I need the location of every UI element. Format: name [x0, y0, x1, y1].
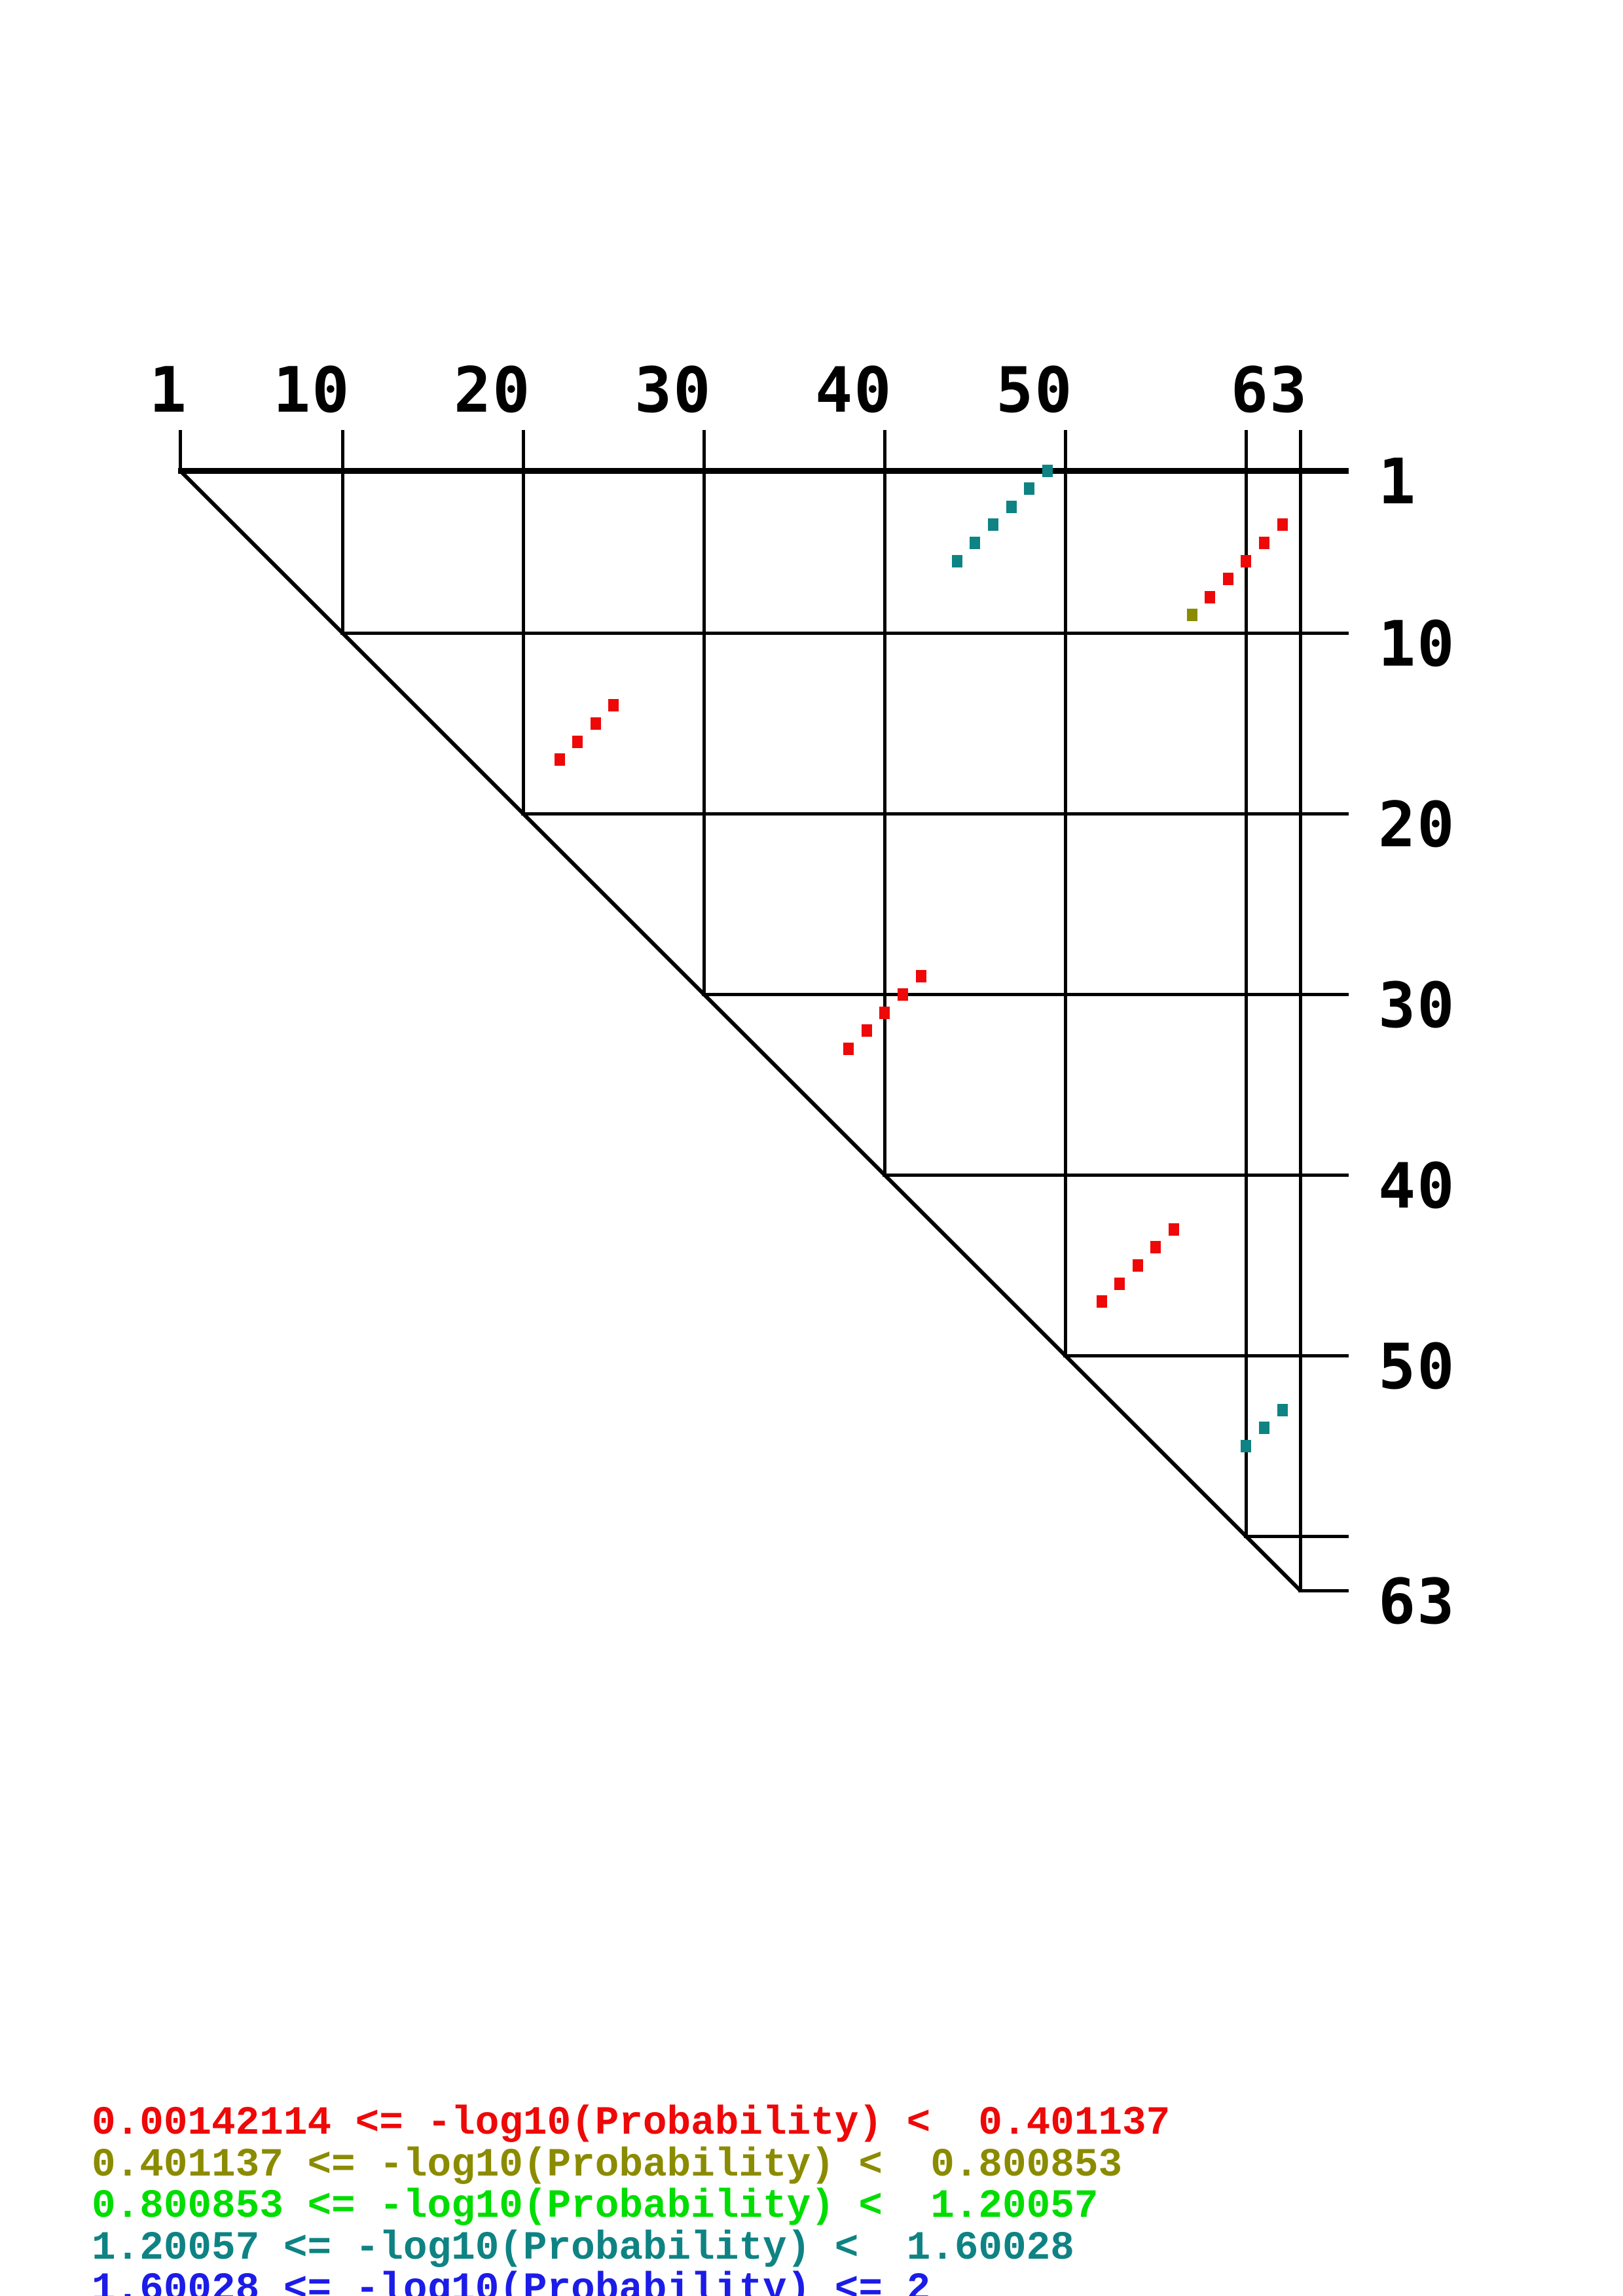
grid-line-vertical-50	[1063, 430, 1067, 1358]
diagonal-boundary-line	[178, 469, 1302, 1592]
grid-line-horizontal-20	[521, 812, 1349, 816]
grid-line-horizontal-30	[702, 992, 1349, 996]
top-axis-label-63: 63	[1230, 355, 1309, 427]
legend-entry-2: 0.401137 <= -log10(Probability) < 0.8008…	[92, 2142, 1123, 2188]
right-axis-label-40: 40	[1378, 1151, 1456, 1223]
legend-entry-5: 1.60028 <= -log10(Probability) <= 2	[92, 2267, 931, 2296]
dot-pair-i45-j54	[1132, 1259, 1143, 1272]
right-axis-label-1: 1	[1378, 446, 1417, 518]
grid-line-vertical-10	[340, 430, 344, 636]
grid-line-horizontal-10	[340, 631, 1349, 635]
grid-line-vertical-60	[1244, 430, 1248, 1539]
dot-pair-i1-j49	[1042, 464, 1053, 477]
top-axis-label-30: 30	[634, 355, 712, 427]
dot-pair-i8-j58	[1205, 590, 1216, 603]
grid-line-horizontal-60	[1244, 1534, 1349, 1538]
dot-pair-i29-j42	[915, 970, 926, 983]
dot-pair-i46-j53	[1114, 1277, 1125, 1290]
dot-pair-i2-j48	[1024, 482, 1035, 495]
dot-pair-i54-j61	[1259, 1422, 1269, 1435]
dot-pair-i17-j22	[554, 753, 565, 766]
grid-line-vertical-1	[178, 430, 182, 473]
grid-line-horizontal-50	[1063, 1354, 1349, 1357]
legend: 0.00142114 <= -log10(Probability) < 0.40…	[92, 2020, 1170, 2296]
dot-pair-i30-j41	[898, 988, 908, 1001]
right-axis-label-50: 50	[1378, 1331, 1456, 1404]
right-axis-label-10: 10	[1378, 609, 1456, 681]
grid-line-horizontal-1	[178, 467, 1349, 474]
dot-pair-i33-j38	[843, 1042, 854, 1055]
grid-line-vertical-30	[702, 430, 706, 997]
right-axis-label-20: 20	[1378, 789, 1456, 862]
dot-pair-i5-j45	[970, 536, 981, 549]
legend-entries: 0.00142114 <= -log10(Probability) < 0.40…	[92, 2103, 1170, 2296]
right-axis-label-30: 30	[1378, 970, 1456, 1043]
right-axis-label-63: 63	[1378, 1566, 1456, 1639]
dot-pair-i53-j62	[1277, 1403, 1288, 1416]
grid-line-vertical-63	[1298, 430, 1302, 1593]
legend-entry-3: 0.800853 <= -log10(Probability) < 1.2005…	[92, 2184, 1099, 2229]
grid-line-vertical-40	[883, 430, 886, 1177]
legend-entry-1: 0.00142114 <= -log10(Probability) < 0.40…	[92, 2101, 1171, 2146]
dot-pair-i55-j60	[1241, 1439, 1252, 1452]
dot-pair-i7-j59	[1222, 573, 1233, 586]
top-axis-label-40: 40	[815, 355, 893, 427]
dot-pair-i15-j24	[590, 717, 601, 730]
top-axis-label-50: 50	[996, 355, 1074, 427]
top-axis-label-20: 20	[454, 355, 532, 427]
grid-line-vertical-20	[521, 430, 525, 816]
dot-pair-i16-j23	[572, 735, 583, 748]
dot-pair-i3-j47	[1006, 500, 1017, 513]
top-axis-label-10: 10	[273, 355, 351, 427]
legend-entry-4: 1.20057 <= -log10(Probability) < 1.60028	[92, 2225, 1074, 2271]
dot-pair-i44-j55	[1150, 1241, 1161, 1254]
dot-pair-i31-j40	[879, 1006, 890, 1019]
dot-pair-i32-j39	[861, 1024, 872, 1037]
dot-pair-i4-j62	[1277, 518, 1288, 531]
dot-pair-i4-j46	[988, 518, 998, 531]
dot-pair-i9-j57	[1186, 609, 1197, 622]
grid-line-horizontal-40	[883, 1173, 1349, 1177]
dot-pair-i6-j44	[951, 554, 962, 567]
grid-line-horizontal-63	[1298, 1588, 1349, 1592]
dot-pair-i6-j60	[1241, 554, 1252, 567]
top-axis-label-1: 1	[149, 355, 188, 427]
dot-pair-i14-j25	[608, 699, 619, 712]
dot-pair-i43-j56	[1169, 1223, 1179, 1236]
dot-pair-i47-j52	[1096, 1295, 1107, 1308]
dot-pair-i5-j61	[1259, 536, 1269, 549]
